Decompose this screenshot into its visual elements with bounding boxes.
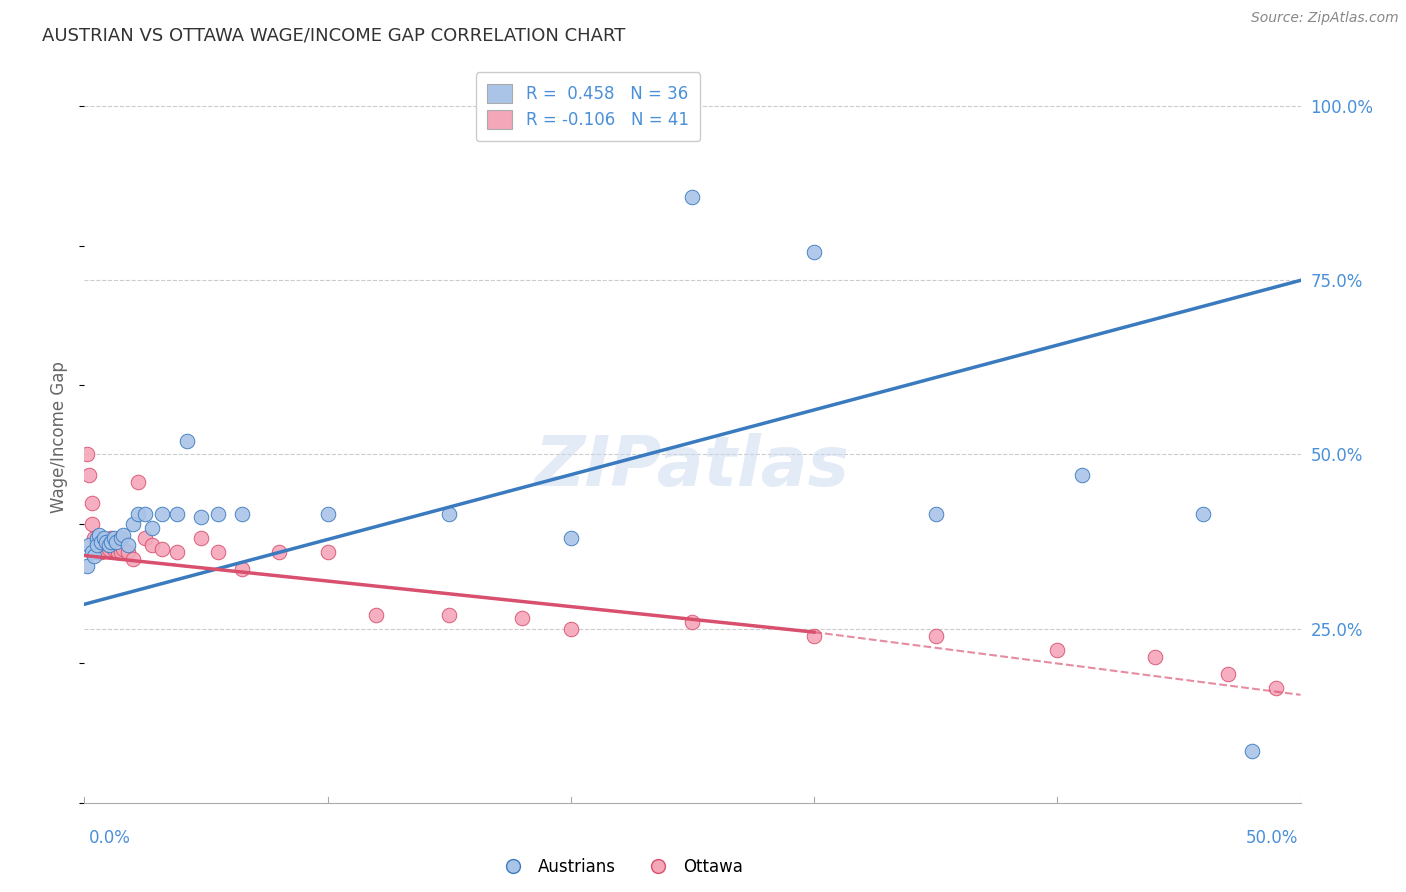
Point [439, 607, 461, 622]
Point [1046, 642, 1069, 657]
Point [77, 538, 100, 552]
Point [97, 538, 120, 552]
Point [141, 538, 163, 552]
Point [86, 538, 108, 552]
Point [122, 517, 145, 532]
Point [1143, 649, 1166, 664]
Point [97, 541, 120, 556]
Point [100, 534, 122, 549]
Point [439, 507, 461, 521]
Point [316, 545, 339, 559]
Point [190, 510, 212, 524]
Point [100, 531, 122, 545]
Point [1265, 681, 1288, 695]
Point [77, 468, 100, 483]
Point [87, 538, 110, 552]
Point [107, 545, 129, 559]
Point [90, 545, 112, 559]
Point [134, 507, 156, 521]
Point [104, 534, 127, 549]
Point [117, 545, 139, 559]
Point [190, 531, 212, 545]
Point [166, 545, 188, 559]
Text: AUSTRIAN VS OTTAWA WAGE/INCOME GAP CORRELATION CHART: AUSTRIAN VS OTTAWA WAGE/INCOME GAP CORRE… [42, 26, 626, 44]
Point [86, 538, 108, 552]
Point [80, 545, 103, 559]
Text: Source: ZipAtlas.com: Source: ZipAtlas.com [1251, 12, 1399, 25]
Point [231, 562, 253, 576]
Legend: Austrians, Ottawa: Austrians, Ottawa [489, 851, 749, 882]
Point [1070, 468, 1092, 483]
Point [112, 541, 135, 556]
Point [150, 541, 173, 556]
Point [267, 545, 290, 559]
Point [1240, 743, 1263, 757]
Point [560, 622, 582, 636]
Point [141, 521, 163, 535]
Point [80, 517, 103, 532]
Point [76, 558, 98, 573]
Point [803, 629, 825, 643]
Point [96, 538, 118, 552]
Point [112, 527, 135, 541]
Point [510, 611, 533, 625]
Text: 50.0%: 50.0% [1246, 829, 1298, 847]
Point [231, 507, 253, 521]
Point [93, 534, 115, 549]
Point [925, 629, 948, 643]
Point [803, 245, 825, 260]
Y-axis label: Wage/Income Gap: Wage/Income Gap [51, 361, 69, 513]
Point [110, 545, 132, 559]
Point [86, 545, 108, 559]
Point [207, 545, 229, 559]
Point [134, 531, 156, 545]
Point [150, 507, 173, 521]
Point [682, 615, 704, 629]
Point [316, 507, 339, 521]
Point [925, 507, 948, 521]
Point [83, 549, 105, 563]
Point [117, 538, 139, 552]
Point [122, 552, 145, 566]
Point [86, 531, 108, 545]
Text: ZIPatlas: ZIPatlas [534, 433, 851, 500]
Point [76, 448, 98, 462]
Point [366, 607, 388, 622]
Point [96, 534, 118, 549]
Point [103, 541, 125, 556]
Point [166, 507, 188, 521]
Point [93, 531, 115, 545]
Point [90, 534, 112, 549]
Point [103, 531, 125, 545]
Point [560, 531, 582, 545]
Text: 0.0%: 0.0% [89, 829, 131, 847]
Point [176, 434, 198, 448]
Point [1216, 667, 1239, 681]
Point [127, 507, 149, 521]
Point [127, 475, 149, 490]
Point [80, 496, 103, 510]
Point [87, 527, 110, 541]
Point [207, 507, 229, 521]
Point [110, 531, 132, 545]
Point [682, 190, 704, 204]
Point [1192, 507, 1215, 521]
Point [104, 538, 127, 552]
Point [83, 531, 105, 545]
